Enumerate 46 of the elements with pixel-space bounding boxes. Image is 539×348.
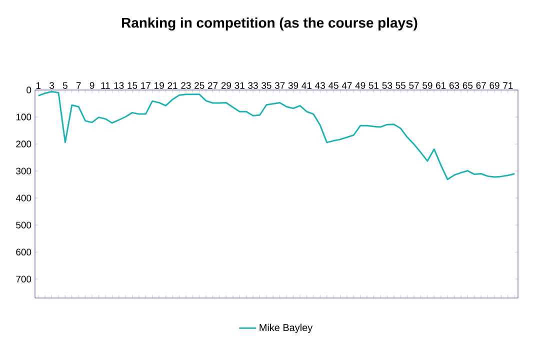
x-tick-label: 55 — [396, 82, 406, 89]
x-tick-label: 33 — [248, 82, 258, 89]
x-tick-label: 65 — [462, 82, 473, 89]
x-tick-label: 13 — [114, 82, 124, 89]
x-tick-label: 21 — [168, 82, 178, 89]
x-tick-label: 61 — [436, 82, 446, 89]
legend-label: Mike Bayley — [260, 324, 313, 334]
x-tick-label: 67 — [476, 82, 486, 89]
x-tick-label: 49 — [355, 82, 366, 89]
y-tick-label: 400 — [16, 194, 32, 202]
x-tick-label: 53 — [382, 82, 392, 89]
x-tick-label: 1 — [36, 82, 41, 89]
x-tick-label: 15 — [128, 82, 138, 89]
x-tick-label: 71 — [503, 82, 513, 89]
x-tick-label: 23 — [181, 82, 191, 89]
chart-title: Ranking in competition (as the course plays) — [122, 17, 418, 31]
x-tick-label: 25 — [194, 82, 204, 89]
y-tick-label: 500 — [16, 222, 32, 228]
x-tick-label: 5 — [62, 82, 68, 89]
x-tick-label: 59 — [422, 82, 432, 89]
x-tick-label: 37 — [274, 82, 285, 89]
x-tick-label: 17 — [141, 82, 150, 89]
x-tick-label: 31 — [234, 82, 244, 89]
x-tick-label: 45 — [328, 82, 338, 89]
x-tick-label: 39 — [288, 82, 298, 89]
x-tick-label: 43 — [315, 82, 325, 89]
x-tick-label: 3 — [50, 82, 54, 89]
x-tick-label: 63 — [449, 82, 460, 89]
x-tick-label: 41 — [302, 82, 312, 89]
y-tick-label: 200 — [16, 140, 32, 148]
x-tick-label: 51 — [368, 82, 379, 89]
x-tick-label: 57 — [409, 82, 419, 89]
y-tick-label: 100 — [16, 114, 32, 120]
x-tick-label: 47 — [342, 82, 352, 89]
y-tick-label: 600 — [16, 248, 32, 256]
x-tick-label: 11 — [101, 82, 110, 89]
x-tick-label: 27 — [208, 82, 218, 89]
x-tick-label: 7 — [76, 82, 81, 89]
x-tick-label: 29 — [221, 82, 232, 89]
y-tick-label: 300 — [16, 168, 32, 174]
x-tick-label: 9 — [90, 82, 94, 89]
x-tick-label: 35 — [262, 82, 272, 89]
y-tick-label: 700 — [16, 276, 32, 282]
x-tick-label: 69 — [490, 82, 500, 89]
y-tick-label: 0 — [26, 86, 32, 94]
x-tick-label: 19 — [154, 82, 164, 89]
